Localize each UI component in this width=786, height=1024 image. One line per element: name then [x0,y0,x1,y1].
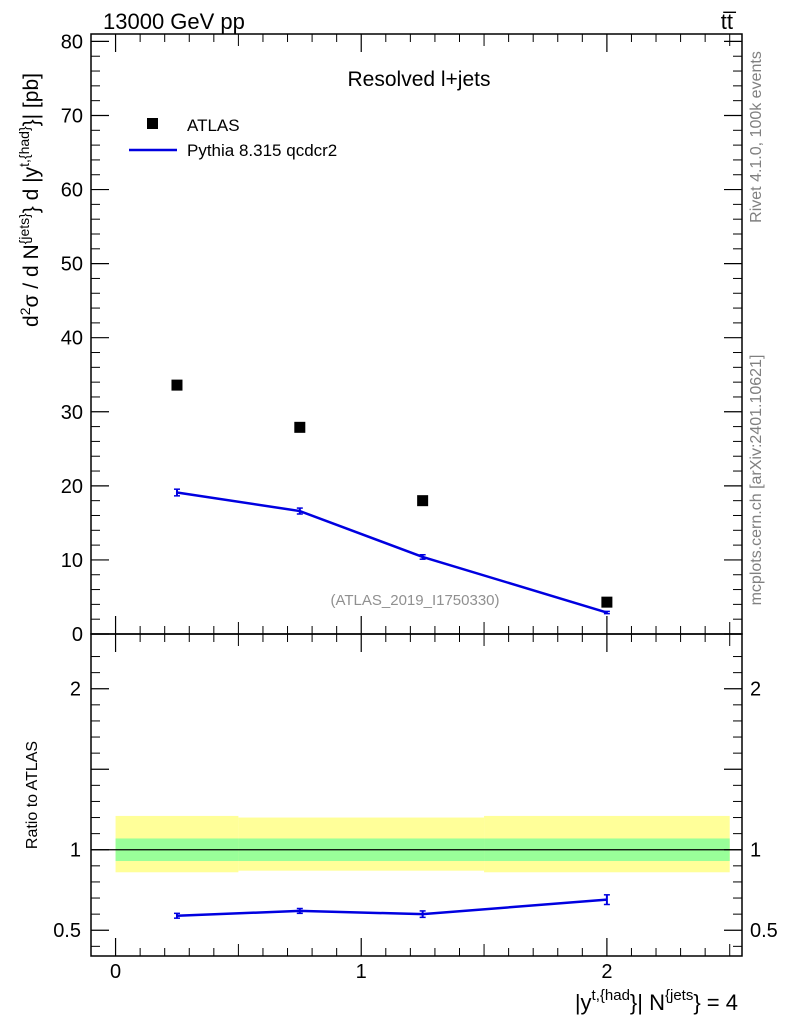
main-ylabel: d2σ / d N{jets}} d |yt,{had}}| [pb] [16,73,43,327]
atlas-data-point [601,596,613,608]
header-right: tt̅ [721,9,737,34]
mcplots-label: mcplots.cern.ch [arXiv:2401.10621] [748,355,765,606]
ratio-pythia-line [176,898,607,917]
y-tick-label: 50 [61,254,83,276]
atlas-data-point [294,421,306,433]
y-tick-label: 80 [61,31,83,53]
y-tick-label: 60 [61,180,83,202]
x-axis-title: |yt,{had}| N{jets} = 4 [575,987,738,1015]
pythia-line [176,491,608,614]
legend-atlas-label: ATLAS [187,116,240,135]
ratio-y-tick-label-right: 2 [750,679,761,701]
y-tick-label: 20 [61,476,83,498]
ratio-y-tick-label-right: 1 [750,840,761,862]
x-tick-label: 1 [356,961,367,983]
y-tick-label: 70 [61,105,83,127]
ratio-y-tick-label: 1 [70,840,81,862]
ratio-frame [90,633,743,957]
ratio-ylabel: Ratio to ATLAS [24,741,41,849]
x-tick-label: 0 [110,961,121,983]
y-tick-label: 40 [61,328,83,350]
watermark: (ATLAS_2019_I1750330) [330,592,499,609]
rivet-label: Rivet 4.1.0, 100k events [748,51,765,223]
y-tick-label: 30 [61,402,83,424]
main-panel: 0 10 20 30 40 50 60 70 80 Resolved l+jets (ATLAS… [16,31,743,646]
legend-pythia-label: Pythia 8.315 qcdcr2 [187,141,337,160]
main-title: Resolved l+jets [348,68,491,91]
ratio-y-tick-label-right: 0.5 [750,920,778,942]
atlas-data-point [417,495,429,507]
ratio-panel: 0.5 0.5 1 1 2 2 Ratio to ATLAS [24,633,778,957]
y-tick-label: 0 [72,624,83,646]
ratio-y-tick-label: 2 [70,679,81,701]
header-left: 13000 GeV pp [103,9,245,34]
atlas-data-point [171,379,183,391]
y-tick-label: 10 [61,550,83,572]
legend-atlas-marker [147,118,158,129]
ratio-y-tick-label: 0.5 [53,920,81,942]
x-tick-label: 2 [601,961,612,983]
legend: ATLAS Pythia 8.315 qcdcr2 [129,116,337,160]
